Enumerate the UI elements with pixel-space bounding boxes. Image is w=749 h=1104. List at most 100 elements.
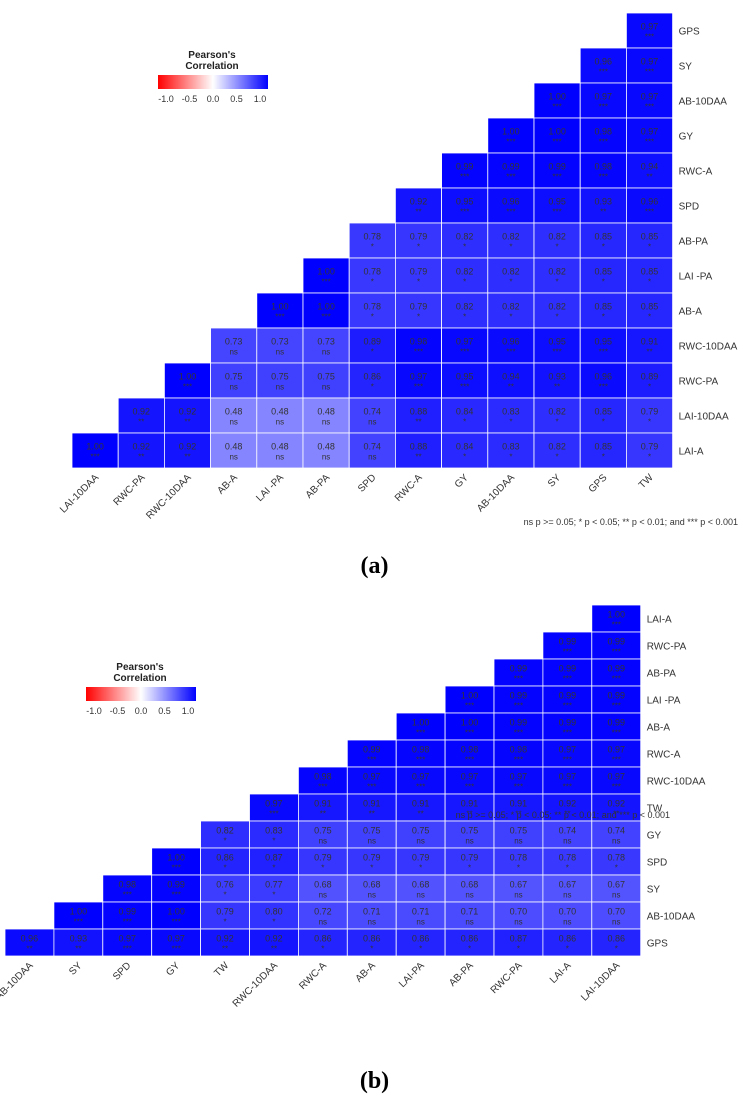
heatmap-cell xyxy=(591,793,642,822)
cell-significance: * xyxy=(371,278,374,287)
cell-value: 0.82 xyxy=(548,407,566,417)
cell-significance: ** xyxy=(184,453,190,462)
cell-significance: *** xyxy=(416,783,425,792)
cell-value: 0.93 xyxy=(548,372,566,382)
legend-title: Pearson's xyxy=(116,662,164,673)
y-tick-label: LAI-10DAA xyxy=(679,412,729,423)
heatmap-cell xyxy=(444,874,495,903)
cell-significance: ** xyxy=(138,453,144,462)
x-tick-label: SY xyxy=(67,960,84,977)
cell-significance: ** xyxy=(75,945,81,954)
y-tick-label: SPD xyxy=(679,202,700,213)
cell-significance: ns xyxy=(612,837,620,846)
cell-significance: * xyxy=(648,453,651,462)
cell-value: 0.86 xyxy=(461,934,479,944)
significance-note: ns p >= 0.05; * p < 0.05; ** p < 0.01; a… xyxy=(524,517,738,527)
heatmap-cell xyxy=(487,152,535,189)
legend-tick: 1.0 xyxy=(182,706,195,716)
cell-significance: * xyxy=(321,945,324,954)
cell-value: 0.88 xyxy=(410,407,428,417)
cell-value: 0.80 xyxy=(265,907,283,917)
cell-value: 0.91 xyxy=(363,799,381,809)
cell-value: 0.75 xyxy=(412,826,430,836)
cell-significance: *** xyxy=(416,729,425,738)
cell-significance: ns xyxy=(416,891,424,900)
heatmap-cell xyxy=(200,928,250,957)
cell-value: 1.00 xyxy=(86,442,104,452)
cell-significance: *** xyxy=(171,945,180,954)
heatmap-cell xyxy=(71,432,119,469)
cell-significance: *** xyxy=(612,702,621,711)
x-tick-label: GY xyxy=(164,960,182,978)
cell-significance: * xyxy=(223,864,226,873)
cell-significance: *** xyxy=(563,729,572,738)
cell-significance: * xyxy=(602,313,605,322)
cell-value: 0.99 xyxy=(607,691,625,701)
cell-value: 0.79 xyxy=(641,407,659,417)
heatmap-cell xyxy=(487,397,535,434)
cell-significance: * xyxy=(419,945,422,954)
cell-value: 0.99 xyxy=(363,745,381,755)
cell-value: 0.96 xyxy=(595,57,613,67)
y-tick-label: LAI -PA xyxy=(679,272,713,283)
legend-title: Pearson's xyxy=(188,50,236,61)
heatmap-cell xyxy=(579,187,627,224)
cell-value: 1.00 xyxy=(461,718,479,728)
cell-significance: ns xyxy=(368,837,376,846)
cell-significance: * xyxy=(463,453,466,462)
cell-value: 0.95 xyxy=(456,372,474,382)
heatmap-cell xyxy=(163,432,211,469)
cell-value: 0.86 xyxy=(559,934,577,944)
x-tick-label: RWC-10DAA xyxy=(144,472,194,522)
heatmap-cell xyxy=(542,766,593,795)
cell-significance: * xyxy=(223,918,226,927)
cell-significance: ns xyxy=(229,348,237,357)
cell-significance: * xyxy=(517,864,520,873)
cell-value: 0.82 xyxy=(216,826,234,836)
cell-value: 0.48 xyxy=(271,442,289,452)
legend-tick: 0.0 xyxy=(207,94,220,104)
cell-value: 0.92 xyxy=(559,799,577,809)
cell-significance: *** xyxy=(599,173,608,182)
cell-significance: * xyxy=(648,278,651,287)
cell-value: 0.99 xyxy=(559,691,577,701)
cell-significance: *** xyxy=(123,891,132,900)
heatmap-cell xyxy=(591,766,642,795)
cell-value: 0.85 xyxy=(595,302,613,312)
heatmap-cell xyxy=(579,152,627,189)
heatmap-cell xyxy=(348,222,396,259)
cell-significance: * xyxy=(566,945,569,954)
cell-significance: ns xyxy=(276,453,284,462)
cell-value: 0.73 xyxy=(317,337,335,347)
cell-significance: ** xyxy=(466,810,472,819)
cell-significance: * xyxy=(223,837,226,846)
heatmap-cell xyxy=(533,362,581,399)
cell-significance: * xyxy=(648,418,651,427)
heatmap-cell xyxy=(444,766,495,795)
cell-significance: *** xyxy=(171,891,180,900)
cell-value: 0.67 xyxy=(607,880,625,890)
cell-significance: *** xyxy=(552,348,561,357)
x-tick-label: LAI-PA xyxy=(397,960,427,990)
cell-significance: *** xyxy=(414,383,423,392)
cell-significance: * xyxy=(417,313,420,322)
cell-value: 0.75 xyxy=(225,372,243,382)
cell-value: 0.87 xyxy=(510,934,528,944)
cell-value: 0.75 xyxy=(363,826,381,836)
cell-significance: * xyxy=(509,313,512,322)
heatmap-cell xyxy=(200,901,250,930)
cell-significance: ns xyxy=(368,891,376,900)
cell-value: 0.95 xyxy=(456,197,474,207)
cell-significance: ** xyxy=(515,810,521,819)
heatmap-cell xyxy=(591,928,642,957)
heatmap-cell xyxy=(493,658,544,687)
cell-value: 0.73 xyxy=(225,337,243,347)
heatmap-cell xyxy=(626,292,674,329)
cell-significance: *** xyxy=(612,648,621,657)
cell-significance: *** xyxy=(90,453,99,462)
cell-value: 1.00 xyxy=(317,267,335,277)
cell-significance: *** xyxy=(460,173,469,182)
cell-value: 0.86 xyxy=(412,934,430,944)
y-tick-label: SY xyxy=(679,62,693,73)
cell-value: 0.99 xyxy=(607,664,625,674)
